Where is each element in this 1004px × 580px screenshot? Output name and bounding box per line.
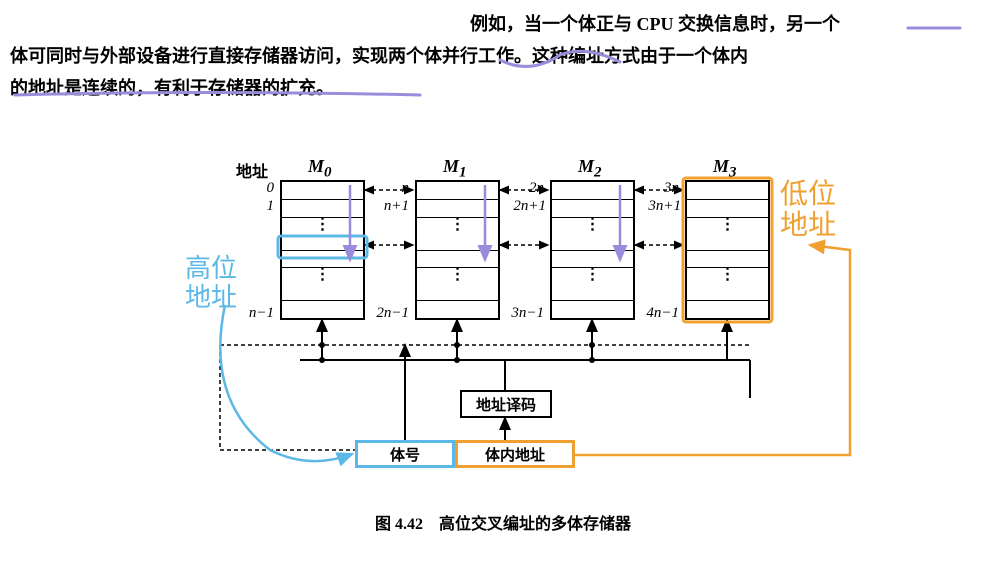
inner-address-box: 体内地址 — [455, 440, 575, 468]
figure-caption: 图 4.42 高位交叉编址的多体存储器 — [375, 510, 631, 534]
module-number-box: 体号 — [355, 440, 455, 468]
decoder-box: 地址译码 — [460, 390, 552, 418]
memory-diagram: 地址 M0 0 1 n−1 ⋮ ⋮ M1 n n+1 2n−1 ⋮ ⋮ M2 2… — [150, 150, 870, 530]
purple-annotation — [0, 0, 1004, 120]
annotation-high-addr: 高位地址 — [185, 255, 245, 312]
annotation-low-addr: 低位地址 — [780, 180, 860, 242]
